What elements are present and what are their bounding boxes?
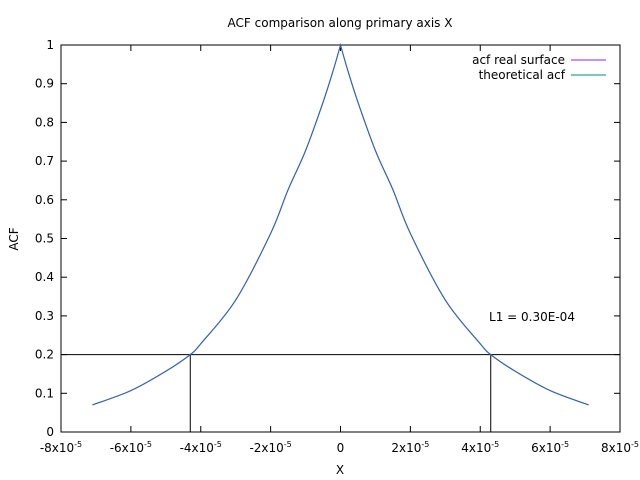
reference-lines <box>61 354 620 432</box>
x-tick-exponent: -5 <box>421 440 429 449</box>
series-line-acf-real-surface <box>92 42 589 406</box>
axes: 00.10.20.30.40.50.60.70.80.91-8x10-5 -6x1… <box>35 38 639 455</box>
x-tick-exponent: -5 <box>214 440 222 449</box>
x-tick-exponent: -5 <box>491 440 499 449</box>
x-tick-mantissa: 8x10 <box>601 441 631 455</box>
y-tick-label: 0.6 <box>35 193 54 207</box>
l1-annotation: L1 = 0.30E-04 <box>489 310 575 324</box>
legend: acf real surface theoretical acf <box>472 53 606 82</box>
x-axis-label: X <box>336 463 344 477</box>
y-tick-label: 0.8 <box>35 115 54 129</box>
series-lines <box>92 42 589 406</box>
y-tick-label: 0.1 <box>35 386 54 400</box>
x-tick-exponent: -5 <box>74 440 82 449</box>
series-line-theoretical-acf <box>92 43 589 406</box>
legend-label-theoretical-acf: theoretical acf <box>479 68 566 82</box>
y-tick-label: 0 <box>46 425 54 439</box>
x-tick-mantissa: 4x10 <box>461 441 491 455</box>
x-tick-label: -8x10-5 <box>40 440 82 455</box>
x-tick-label: 0 <box>337 441 345 455</box>
x-tick-mantissa: 2x10 <box>391 441 421 455</box>
y-tick-label: 0.2 <box>35 348 54 362</box>
x-tick-mantissa: -8x10 <box>40 441 74 455</box>
y-tick-label: 0.5 <box>35 232 54 246</box>
x-tick-exponent: -5 <box>284 440 292 449</box>
x-tick-mantissa: -4x10 <box>180 441 214 455</box>
x-tick-exponent: -5 <box>561 440 569 449</box>
x-tick-label: 6x10-5 <box>531 440 569 455</box>
x-tick-mantissa: -2x10 <box>249 441 283 455</box>
y-tick-label: 1 <box>46 38 54 52</box>
y-tick-label: 0.7 <box>35 154 54 168</box>
x-tick-label: 2x10-5 <box>391 440 429 455</box>
x-tick-label: 4x10-5 <box>461 440 499 455</box>
x-tick-mantissa: -6x10 <box>110 441 144 455</box>
x-tick-label: 8x10-5 <box>601 440 639 455</box>
x-tick-mantissa: 0 <box>337 441 345 455</box>
x-tick-label: -4x10-5 <box>180 440 222 455</box>
y-tick-label: 0.4 <box>35 270 54 284</box>
chart-title: ACF comparison along primary axis X <box>228 16 453 30</box>
y-axis-label: ACF <box>7 227 21 250</box>
x-tick-exponent: -5 <box>144 440 152 449</box>
y-tick-label: 0.9 <box>35 77 54 91</box>
x-tick-label: -6x10-5 <box>110 440 152 455</box>
legend-label-acf-real-surface: acf real surface <box>472 53 565 67</box>
x-tick-mantissa: 6x10 <box>531 441 561 455</box>
x-tick-exponent: -5 <box>631 440 639 449</box>
y-tick-label: 0.3 <box>35 309 54 323</box>
x-tick-label: -2x10-5 <box>249 440 291 455</box>
plot-border <box>60 44 621 433</box>
